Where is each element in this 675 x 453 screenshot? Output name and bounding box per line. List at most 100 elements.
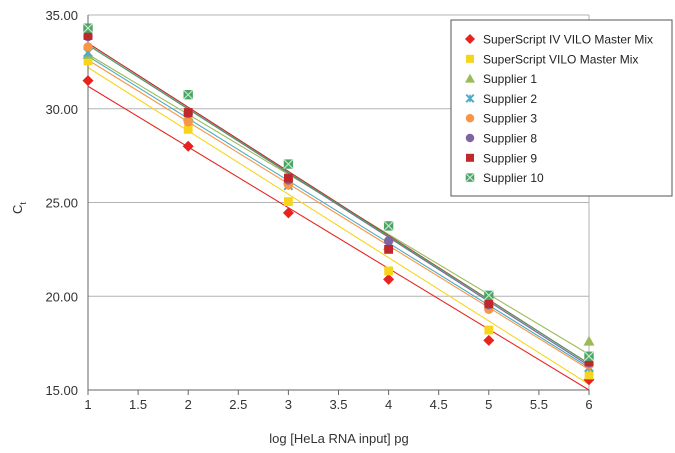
legend-label: Supplier 3 <box>483 112 537 126</box>
x-tick-label: 3.5 <box>329 397 347 412</box>
legend: SuperScript IV VILO Master Mix SuperScrip… <box>450 19 673 197</box>
legend-marker <box>465 172 475 183</box>
marker-square <box>83 56 93 66</box>
y-axis-title: Ct <box>10 202 28 214</box>
legend-marker <box>465 93 475 103</box>
x-tick-label: 1.5 <box>129 397 147 412</box>
data-point-series-7 <box>383 220 394 232</box>
legend-marker <box>465 73 475 83</box>
y-tick-label: 20.00 <box>45 289 78 304</box>
marker-box-cross <box>483 290 494 301</box>
marker-diamond <box>82 75 94 87</box>
data-point-series-7 <box>583 351 595 362</box>
data-point-series-5 <box>383 236 394 246</box>
marker-box-cross <box>283 158 294 170</box>
marker-square <box>183 124 193 134</box>
marker-circle <box>383 236 394 246</box>
marker-square <box>384 266 393 276</box>
legend-label: Supplier 10 <box>483 171 544 185</box>
data-point-series-0 <box>82 75 94 87</box>
marker-box-cross <box>82 23 94 34</box>
marker-diamond <box>182 140 194 152</box>
trendline-series-3 <box>87 55 590 368</box>
marker-square <box>466 153 474 162</box>
y-tick-label: 25.00 <box>45 196 78 211</box>
marker-box-cross <box>465 172 475 183</box>
marker-box-cross <box>383 220 394 232</box>
legend-marker <box>466 54 474 63</box>
x-tick-label: 3 <box>285 397 292 412</box>
marker-circle <box>465 133 475 143</box>
marker-circle <box>465 113 475 123</box>
y-tick-label: 35.00 <box>45 8 78 23</box>
data-point-series-4 <box>83 42 93 52</box>
data-point-series-6 <box>584 357 594 367</box>
data-point-series-6 <box>384 244 393 254</box>
data-point-series-6 <box>183 108 193 117</box>
data-point-series-2 <box>583 335 595 346</box>
marker-diamond <box>282 207 294 219</box>
legend-label: SuperScript VILO Master Mix <box>483 52 638 66</box>
x-axis-title: log [HeLa RNA input] pg <box>269 431 408 446</box>
marker-triangle <box>465 73 475 83</box>
legend-label: Supplier 9 <box>483 151 537 165</box>
trendline-series-7 <box>87 44 590 365</box>
y-axis-title-subscript: t <box>18 202 28 205</box>
data-point-series-7 <box>283 158 294 170</box>
trendline-series-4 <box>87 59 590 370</box>
x-tick-label: 2 <box>185 397 192 412</box>
legend-marker <box>465 113 475 123</box>
data-point-series-1 <box>284 197 293 206</box>
data-point-series-6 <box>83 31 93 41</box>
marker-square <box>584 370 594 380</box>
x-tick-label: 1 <box>84 397 91 412</box>
marker-square <box>484 325 494 335</box>
marker-box-cross <box>583 351 595 362</box>
legend-box <box>450 19 673 197</box>
data-point-series-1 <box>384 266 393 276</box>
marker-square <box>584 357 594 367</box>
data-point-series-0 <box>182 140 194 152</box>
data-point-series-1 <box>584 370 594 380</box>
data-point-series-4 <box>183 117 193 127</box>
y-axis-title-main: C <box>10 205 25 214</box>
tick-labels: 15.00 20.00 25.00 30.00 35.00 1 1.5 2 2.5 3 3.5 4 4.… <box>45 8 592 412</box>
data-point-series-0 <box>383 273 395 285</box>
marker-diamond <box>383 273 395 285</box>
marker-square <box>484 299 494 309</box>
marker-diamond <box>465 34 475 44</box>
x-tick-label: 4 <box>385 397 392 412</box>
data-point-series-0 <box>483 334 495 346</box>
legend-marker <box>465 133 475 143</box>
marker-diamond <box>483 334 495 346</box>
data-point-series-6 <box>284 173 293 183</box>
legend-marker <box>466 153 474 162</box>
marker-square <box>384 244 393 254</box>
data-point-series-7 <box>183 89 194 100</box>
marker-square <box>83 31 93 41</box>
legend-marker <box>465 34 475 44</box>
data-point-series-1 <box>484 325 494 335</box>
trendlines <box>87 42 590 391</box>
legend-label: Supplier 1 <box>483 72 537 86</box>
marker-square <box>284 173 293 183</box>
x-tick-label: 2.5 <box>229 397 247 412</box>
data-points <box>82 23 595 386</box>
legend-label: SuperScript IV VILO Master Mix <box>483 33 653 47</box>
legend-label: Supplier 2 <box>483 92 537 106</box>
marker-circle <box>83 42 93 52</box>
marker-square <box>466 54 474 63</box>
trendline-series-1 <box>87 67 590 385</box>
data-point-series-6 <box>484 299 494 309</box>
marker-square <box>183 108 193 117</box>
data-point-series-1 <box>183 124 193 134</box>
x-tick-label: 5.5 <box>530 397 548 412</box>
marker-square <box>284 197 293 206</box>
y-tick-label: 15.00 <box>45 383 78 398</box>
x-tick-label: 5 <box>485 397 492 412</box>
y-tick-label: 30.00 <box>45 102 78 117</box>
data-point-series-0 <box>282 207 294 219</box>
trendline-series-0 <box>87 85 590 391</box>
